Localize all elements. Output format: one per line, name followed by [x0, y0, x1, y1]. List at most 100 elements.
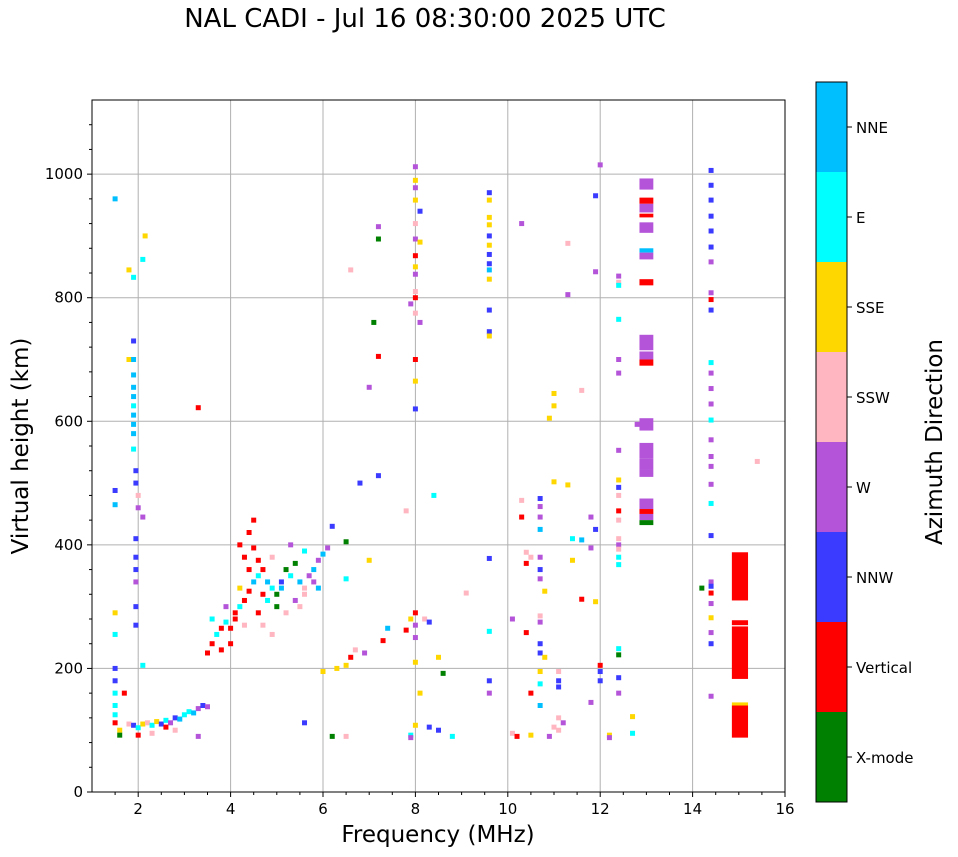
data-point [408, 616, 414, 622]
data-block [731, 620, 749, 626]
data-point [218, 647, 224, 653]
data-point [135, 492, 141, 498]
data-point [315, 585, 321, 591]
data-point [133, 567, 139, 573]
data-block [639, 334, 654, 351]
data-point [616, 492, 622, 498]
data-point [131, 338, 137, 344]
x-axis-label: Frequency (MHz) [341, 822, 534, 848]
data-point [708, 307, 714, 313]
data-point [519, 497, 525, 503]
data-point [528, 732, 534, 738]
colorbar-label: Azimuth Direction [922, 339, 948, 545]
data-point [588, 699, 594, 705]
data-point [200, 703, 206, 708]
data-point [205, 650, 210, 656]
data-point [412, 185, 418, 191]
data-block [639, 359, 654, 366]
plot-frame [91, 99, 786, 793]
data-point [593, 526, 599, 532]
data-point [112, 502, 118, 508]
data-point [251, 545, 257, 551]
data-point [288, 542, 294, 548]
data-point [616, 316, 622, 322]
data-point [278, 579, 284, 585]
data-point [426, 619, 432, 625]
data-point [412, 295, 418, 301]
data-point [523, 560, 529, 566]
data-point [523, 630, 529, 636]
data-block [639, 252, 654, 260]
data-point [486, 242, 492, 248]
data-block [731, 626, 749, 679]
data-point [537, 613, 543, 619]
data-point [509, 730, 515, 736]
data-point [251, 579, 257, 585]
data-point [144, 720, 150, 726]
data-point [565, 240, 571, 246]
data-point [431, 492, 437, 498]
data-point [436, 727, 441, 733]
data-point [131, 372, 137, 378]
data-point [412, 635, 418, 641]
data-point [528, 690, 534, 696]
colorbar-tick-label: Vertical [856, 659, 912, 677]
data-point [556, 684, 562, 690]
colorbar-tick-label: NNE [856, 119, 888, 137]
data-point [537, 554, 543, 560]
data-point [274, 604, 280, 610]
data-point [537, 514, 543, 520]
data-point [708, 601, 714, 607]
data-point [195, 733, 201, 739]
data-point [708, 167, 714, 173]
data-point [403, 508, 409, 514]
data-point [519, 221, 525, 227]
data-block [639, 248, 654, 253]
data-point [311, 579, 317, 585]
data-point [537, 567, 543, 573]
data-point [255, 610, 261, 616]
data-point [126, 357, 132, 362]
data-point [440, 670, 446, 676]
data-point [551, 479, 557, 485]
data-block [639, 418, 654, 431]
data-point [214, 631, 220, 637]
colorbar-segment-x-mode [816, 712, 847, 802]
data-point [246, 530, 252, 535]
data-point [195, 405, 201, 411]
data-point [343, 576, 349, 582]
data-point [537, 504, 543, 510]
data-block [639, 178, 654, 190]
data-point [412, 357, 418, 362]
data-point [417, 319, 423, 325]
data-point [486, 690, 492, 696]
data-point [412, 197, 418, 203]
data-point [149, 730, 155, 736]
data-point [616, 273, 622, 279]
data-point [486, 197, 492, 203]
data-point [348, 267, 354, 273]
data-point [486, 261, 492, 267]
data-point [523, 549, 529, 555]
data-point [556, 727, 562, 733]
data-point [537, 641, 543, 647]
data-point [131, 722, 137, 728]
data-point [546, 415, 552, 421]
data-point [265, 579, 271, 585]
x-tick-label: 6 [318, 800, 328, 818]
colorbar-segment-ssw [816, 352, 847, 442]
data-point [422, 616, 428, 622]
data-point [140, 256, 146, 262]
data-point [616, 690, 622, 696]
data-point [292, 597, 298, 603]
data-point [302, 585, 308, 591]
data-point [131, 384, 137, 390]
colorbar-segment-e [816, 172, 847, 262]
data-block [639, 197, 654, 204]
colorbar-tick-label: SSW [856, 389, 890, 407]
data-point [133, 536, 139, 542]
data-point [228, 641, 234, 647]
data-point [181, 712, 187, 718]
data-point [597, 669, 603, 675]
data-point [708, 290, 714, 296]
